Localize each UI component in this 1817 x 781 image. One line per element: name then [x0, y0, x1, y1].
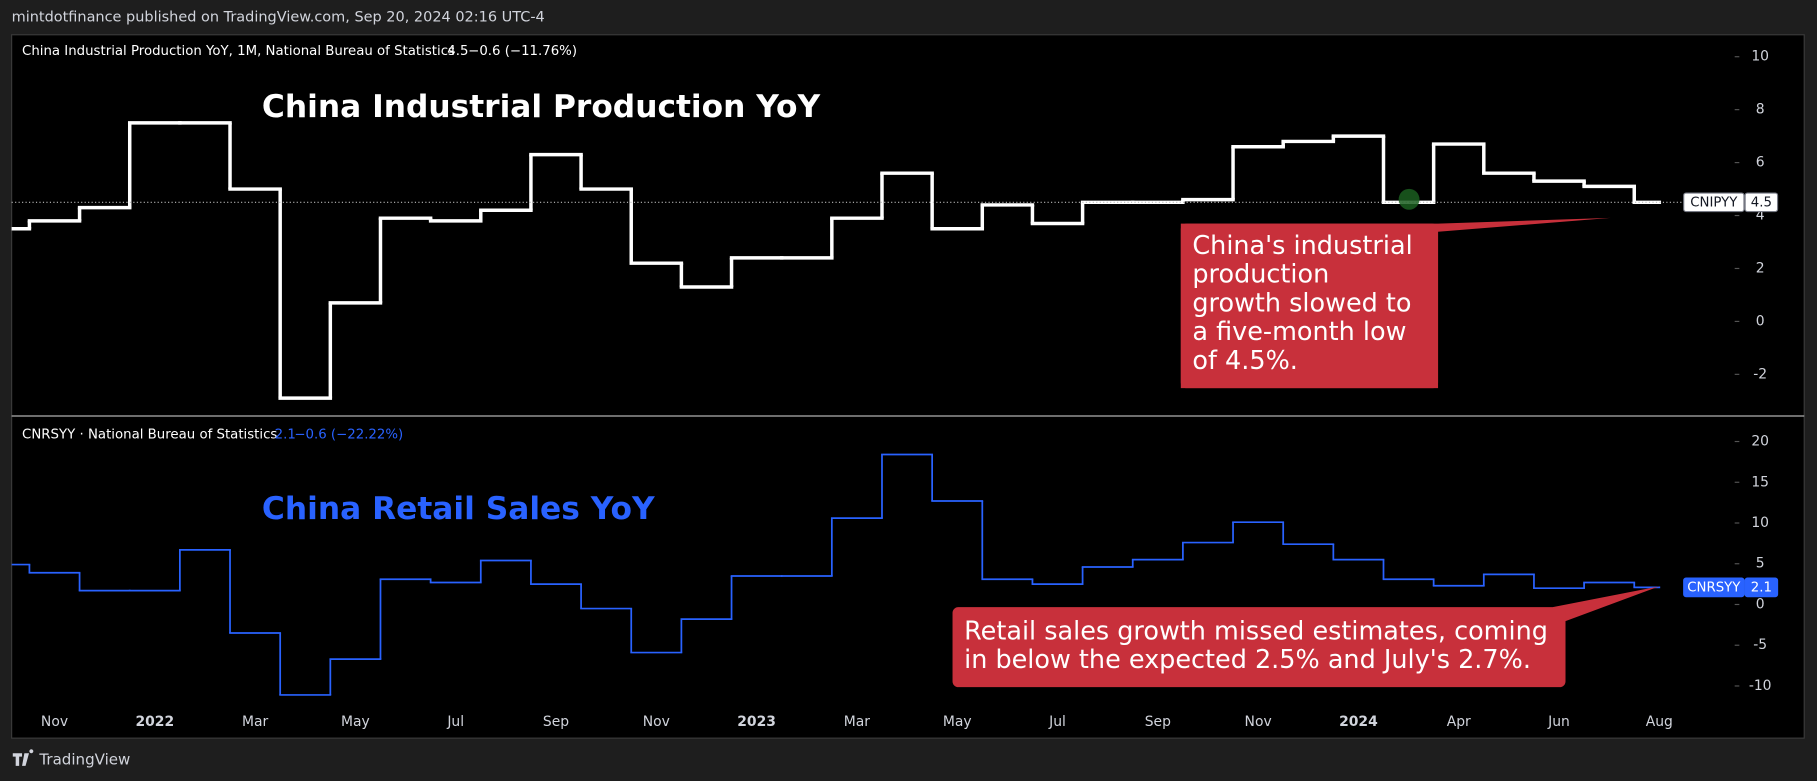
price-label-value-box	[1744, 577, 1779, 598]
y-tick-label: 6	[1756, 155, 1765, 171]
publish-info: mintdotfinance published on TradingView.…	[12, 9, 545, 25]
price-label-box	[1683, 192, 1745, 213]
y-tick-label: 2	[1756, 260, 1765, 276]
x-tick-label: Nov	[41, 714, 68, 730]
annotation-line: in below the expected 2.5% and July's 2.…	[964, 645, 1531, 675]
y-tick-label: 0	[1756, 596, 1765, 612]
x-tick-label: 2023	[737, 714, 776, 730]
price-label-name: CNRSYY	[1687, 580, 1741, 595]
annotation-line: production	[1192, 260, 1329, 290]
y-tick-label: 10	[1751, 49, 1769, 65]
x-tick-label: Sep	[1145, 714, 1171, 730]
legend-change: −0.6 (−22.22%)	[294, 428, 403, 443]
x-tick-label: Nov	[1245, 714, 1272, 730]
x-tick-label: May	[341, 714, 370, 730]
x-tick-label: Jul	[1048, 714, 1066, 730]
pane-title: China Retail Sales YoY	[262, 491, 655, 527]
callout-box	[1180, 223, 1439, 389]
legend-change: −0.6 (−11.76%)	[468, 44, 577, 59]
callout-box	[952, 607, 1566, 688]
price-label-value: 4.5	[1751, 195, 1772, 210]
legend-value: 4.5	[447, 44, 468, 59]
brand-logo	[12, 749, 34, 766]
y-tick-label: 15	[1751, 474, 1769, 490]
x-tick-label: 2022	[135, 714, 174, 730]
x-tick-label: Jul	[446, 714, 464, 730]
legend: China Industrial Production YoY, 1M, Nat…	[22, 44, 455, 59]
price-label-box	[1683, 577, 1745, 598]
y-tick-label: 20	[1751, 434, 1769, 450]
pane-title: China Industrial Production YoY	[262, 89, 821, 125]
x-tick-label: Mar	[242, 714, 268, 730]
x-tick-label: Apr	[1447, 714, 1471, 730]
x-tick-label: Nov	[643, 714, 670, 730]
annotation-line: a five-month low	[1192, 317, 1406, 347]
event-marker	[1398, 188, 1420, 210]
y-tick-label: 8	[1756, 102, 1765, 118]
plots: -2 0 2 4 6 8 10 CNIPYY 4.5 -10 -5 0 5 10 15 20 CNRSYY 2.1…	[11, 49, 1779, 730]
y-tick-label: -5	[1753, 637, 1767, 653]
y-tick-label: -2	[1753, 366, 1767, 382]
y-tick-label: 5	[1756, 556, 1765, 572]
y-tick-label: 10	[1751, 515, 1769, 531]
x-tick-label: Aug	[1646, 714, 1673, 730]
y-tick-label: -10	[1749, 678, 1772, 694]
price-label-name: CNIPYY	[1690, 195, 1738, 210]
annotation-line: Retail sales growth missed estimates, co…	[964, 617, 1548, 647]
brand: TradingView	[38, 751, 130, 769]
y-tick-label: 0	[1756, 313, 1765, 329]
legend-value: 2.1	[275, 428, 296, 443]
annotation-line: China's industrial	[1192, 231, 1412, 261]
series	[11, 453, 1661, 696]
price-label-value: 2.1	[1751, 580, 1772, 595]
y-tick-label: 4	[1756, 208, 1765, 224]
annotation-line: of 4.5%.	[1192, 346, 1298, 376]
step-connector	[28, 454, 1636, 695]
legend: CNRSYY · National Bureau of Statistics	[22, 428, 277, 443]
series	[11, 121, 1662, 400]
x-tick-label: Jun	[1547, 714, 1570, 730]
x-tick-label: 2024	[1339, 714, 1378, 730]
x-tick-label: Mar	[844, 714, 870, 730]
x-tick-label: Sep	[543, 714, 569, 730]
callout-pointer	[1552, 586, 1660, 622]
x-tick-label: May	[943, 714, 972, 730]
annotation-line: growth slowed to	[1192, 288, 1411, 318]
price-label-value-box	[1744, 192, 1779, 213]
